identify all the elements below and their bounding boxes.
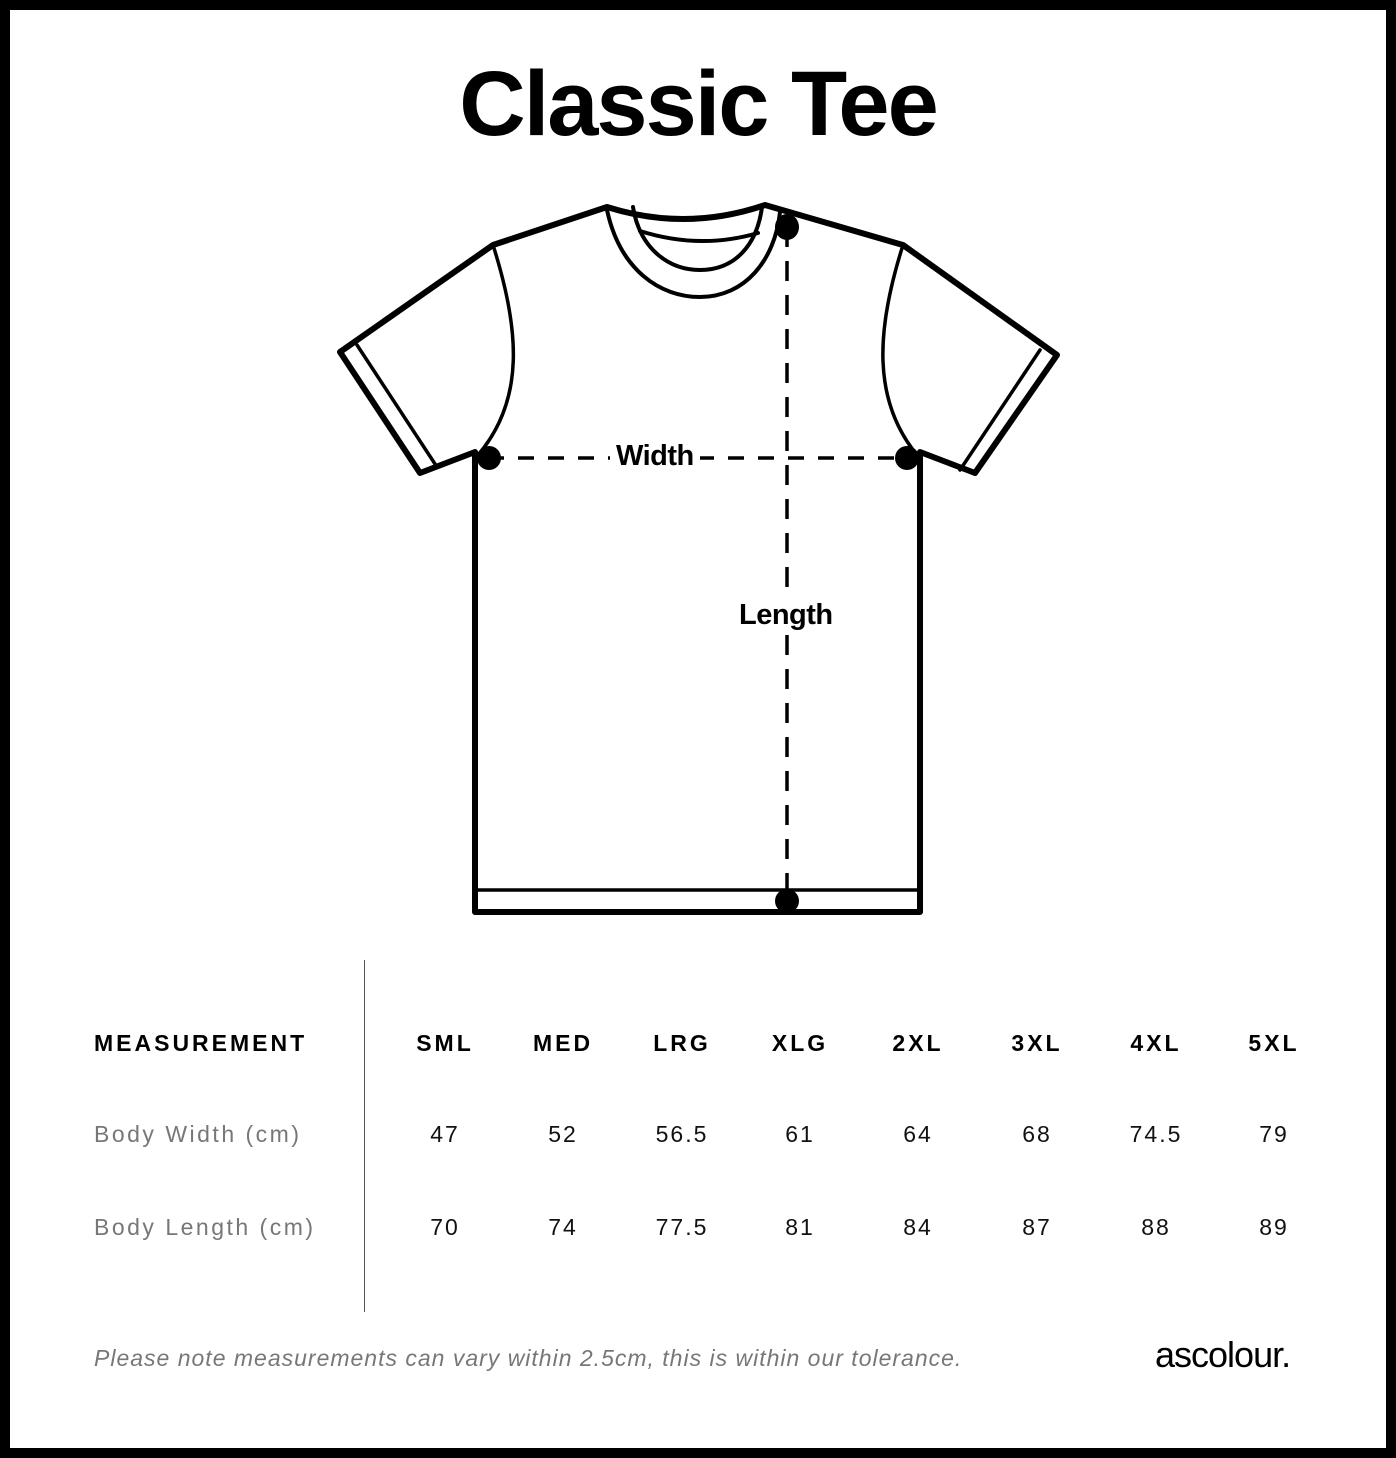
table-cell: 47: [430, 1121, 460, 1147]
right-armhole: [881, 243, 919, 457]
row-label: Body Length (cm): [94, 1214, 316, 1240]
measurement-header: MEASUREMENT: [94, 1030, 308, 1056]
collar-inner: [631, 205, 764, 272]
left-armhole: [476, 243, 516, 457]
table-cell: 61: [785, 1121, 815, 1147]
size-header-2xl: 2XL: [892, 1030, 944, 1056]
table-cell: 79: [1259, 1121, 1289, 1147]
table-cell: 56.5: [655, 1121, 709, 1147]
table-cell: 64: [903, 1121, 933, 1147]
collar-outer: [605, 208, 782, 299]
brand-logo: ascolour.: [1155, 1334, 1291, 1375]
table-cell: 81: [785, 1214, 815, 1240]
row-label: Body Width (cm): [94, 1121, 302, 1147]
tolerance-note: Please note measurements can vary within…: [94, 1345, 963, 1371]
length-label: Length: [733, 599, 839, 632]
table-cell: 88: [1141, 1214, 1171, 1240]
size-header-sml: SML: [416, 1030, 474, 1056]
width-label: Width: [610, 440, 700, 473]
size-header-4xl: 4XL: [1130, 1030, 1182, 1056]
size-header-3xl: 3XL: [1011, 1030, 1063, 1056]
table-cell: 68: [1022, 1121, 1052, 1147]
table-cell: 70: [430, 1214, 460, 1240]
length-top-point: [775, 214, 799, 240]
right-cuff: [958, 348, 1042, 472]
table-cell: 52: [548, 1121, 578, 1147]
table-cell: 74: [548, 1214, 578, 1240]
table-cell: 74.5: [1129, 1121, 1183, 1147]
length-bottom-point: [775, 889, 799, 913]
table-cell: 89: [1259, 1214, 1289, 1240]
width-left-point: [477, 446, 501, 470]
collar-back: [638, 229, 760, 243]
table-cell: 87: [1022, 1214, 1052, 1240]
table-divider: [364, 960, 365, 1312]
width-right-point: [895, 446, 919, 470]
page-title: Classic Tee: [459, 53, 939, 155]
size-header-5xl: 5XL: [1248, 1030, 1300, 1056]
size-header-med: MED: [532, 1030, 594, 1056]
left-cuff: [355, 343, 439, 469]
size-header-xlg: XLG: [771, 1030, 829, 1056]
tee-outline: [337, 202, 1060, 915]
table-cell: 84: [903, 1214, 933, 1240]
table-cell: 77.5: [655, 1214, 709, 1240]
size-header-lrg: LRG: [653, 1030, 711, 1056]
